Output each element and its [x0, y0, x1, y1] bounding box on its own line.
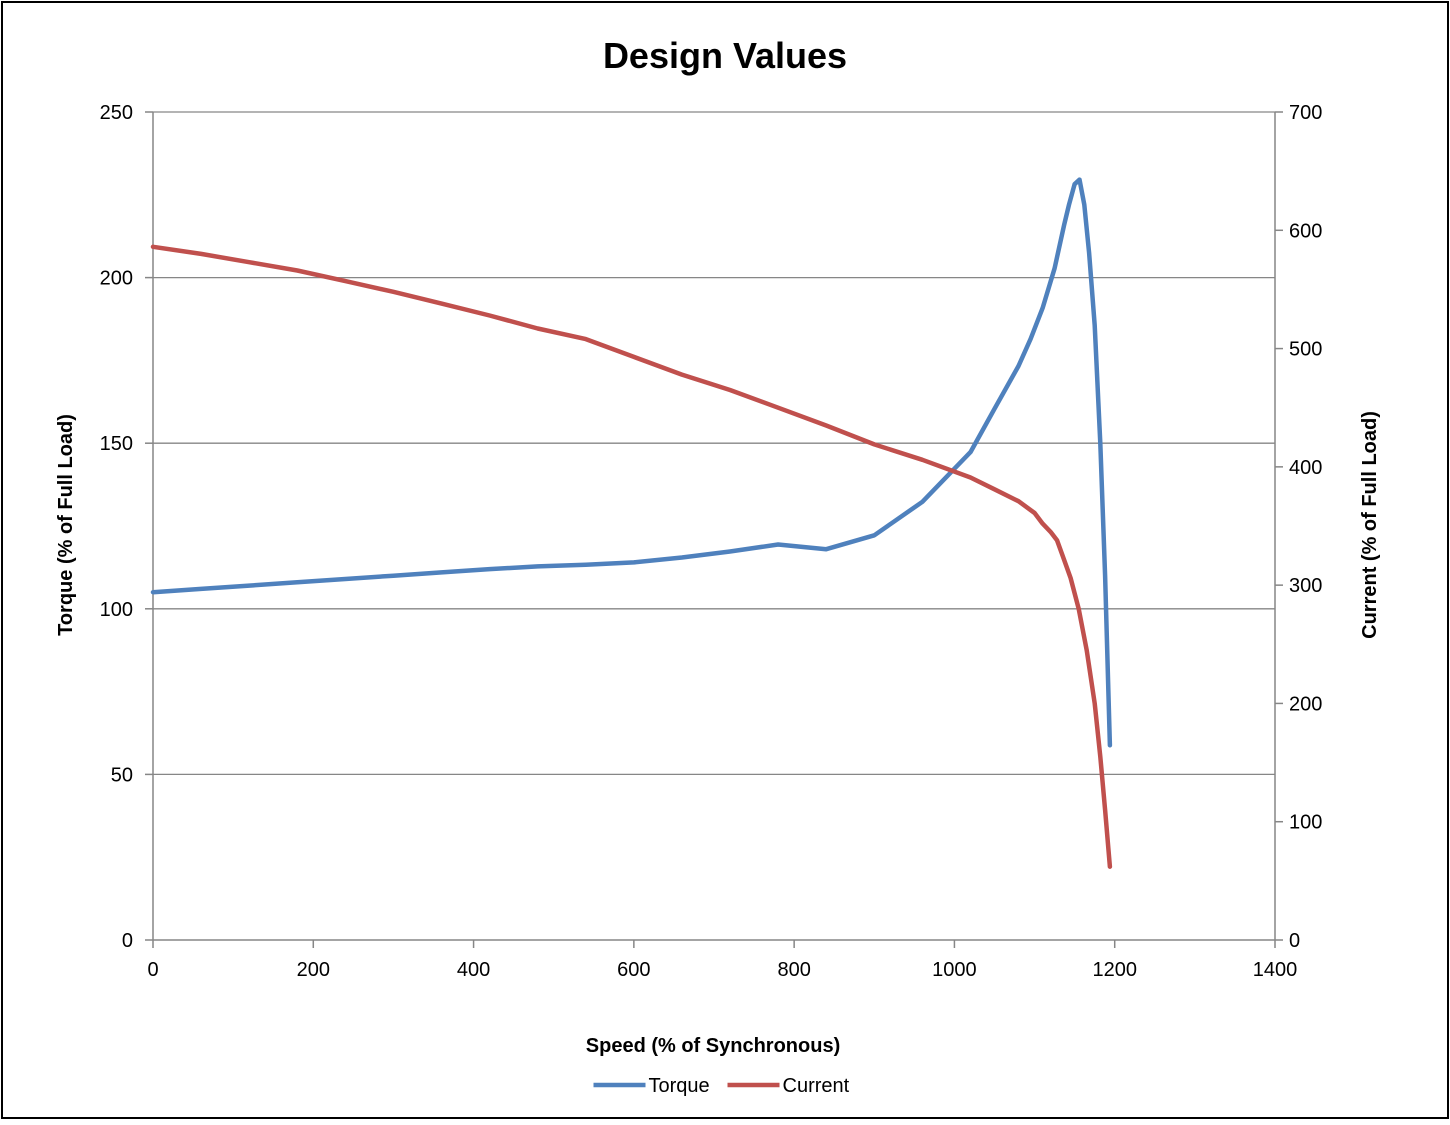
x-tick-label-1400: 1400: [1253, 959, 1298, 981]
y-tick-label-250: 250: [100, 102, 133, 124]
y2-tick-label-300: 300: [1289, 575, 1322, 597]
x-tick-label-1200: 1200: [1092, 959, 1137, 981]
y-axis-title: Torque (% of Full Load): [55, 414, 77, 636]
legend-label-torque: Torque: [649, 1075, 710, 1097]
x-tick-label-1000: 1000: [932, 959, 977, 981]
y-tick-label-50: 50: [111, 764, 133, 786]
x-tick-label-200: 200: [297, 959, 330, 981]
x-tick-label-600: 600: [617, 959, 650, 981]
x-tick-label-0: 0: [147, 959, 158, 981]
y2-tick-label-100: 100: [1289, 812, 1322, 834]
y2-tick-label-600: 600: [1289, 220, 1322, 242]
chart-title: Design Values: [603, 35, 847, 76]
axes: [145, 111, 1283, 948]
grid-lines: [153, 111, 1275, 776]
y-tick-label-0: 0: [122, 930, 133, 952]
legend: Torque Current: [593, 1075, 850, 1097]
series-line-current: [150, 244, 1113, 869]
y-tick-label-100: 100: [100, 599, 133, 621]
y2-tick-label-0: 0: [1289, 930, 1300, 952]
tick-labels: 0 200 400 600 800 1000 1200 1400050100150200250…: [100, 102, 1323, 981]
series-lines: [150, 177, 1113, 869]
legend-label-current: Current: [783, 1075, 850, 1097]
y2-tick-label-500: 500: [1289, 339, 1322, 361]
y-tick-label-200: 200: [100, 268, 133, 290]
y2-tick-label-200: 200: [1289, 693, 1322, 715]
y2-tick-label-400: 400: [1289, 457, 1322, 479]
y-tick-label-150: 150: [100, 433, 133, 455]
x-tick-label-800: 800: [777, 959, 810, 981]
series-line-torque: [150, 177, 1113, 748]
y2-tick-label-700: 700: [1289, 102, 1322, 124]
x-tick-label-400: 400: [457, 959, 490, 981]
x-axis-title: Speed (% of Synchronous): [586, 1035, 840, 1057]
y2-axis-title: Current (% of Full Load): [1359, 411, 1381, 639]
